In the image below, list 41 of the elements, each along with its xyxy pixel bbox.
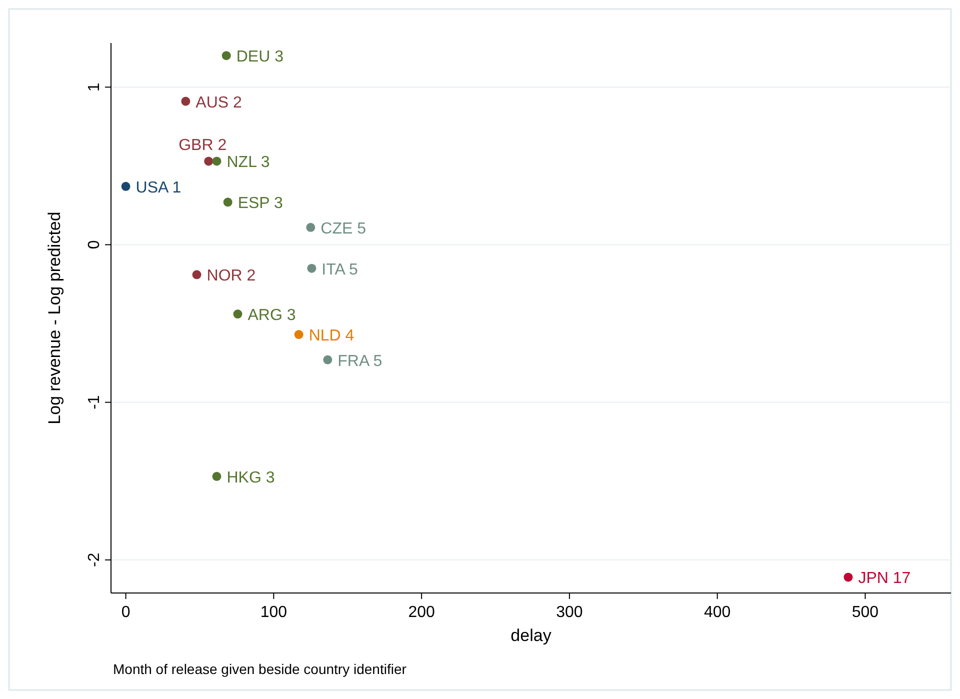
y-tick-label: -1 — [86, 395, 103, 410]
y-tick-label: -2 — [86, 552, 103, 568]
x-tick-label: 200 — [408, 604, 436, 621]
data-label: GBR 2 — [178, 137, 227, 154]
y-tick-label: 0 — [86, 240, 103, 250]
point — [306, 222, 316, 232]
data-label: NZL 3 — [226, 154, 270, 172]
point — [233, 310, 242, 319]
x-axis-title: delay — [510, 626, 552, 645]
data-label: NOR 2 — [206, 268, 256, 285]
data-label: NLD 4 — [308, 328, 354, 345]
data-label: ITA 5 — [322, 261, 358, 278]
point — [212, 156, 222, 166]
point — [294, 330, 304, 340]
data-label: FRA 5 — [338, 352, 382, 370]
point — [181, 96, 190, 106]
x-tick-label: 500 — [852, 604, 879, 621]
point — [307, 264, 316, 273]
x-tick-label: 100 — [260, 604, 288, 621]
data-label: DEU 3 — [236, 48, 284, 66]
point — [844, 572, 853, 582]
point — [223, 198, 232, 207]
y-axis-title: Log revenue - Log predicted — [45, 212, 64, 424]
data-label: ESP 3 — [238, 195, 284, 212]
data-label: ARG 3 — [248, 307, 296, 324]
data-label: HKG 3 — [226, 469, 275, 486]
text: Month of release given beside country identifier — [113, 661, 407, 677]
data-label: CZE 5 — [320, 220, 366, 238]
point — [192, 270, 202, 280]
data-label: JPN 17 — [858, 570, 911, 588]
x-tick-label: 300 — [556, 604, 583, 621]
x-tick-label: 0 — [121, 604, 130, 621]
x-tick-label: 400 — [704, 604, 731, 621]
y-tick-label: 1 — [86, 82, 103, 92]
data-label: AUS 2 — [196, 94, 242, 112]
point — [323, 355, 332, 364]
point — [204, 156, 214, 166]
point — [212, 472, 222, 481]
data-label: USA 1 — [136, 179, 182, 196]
point — [222, 51, 231, 60]
point — [121, 182, 130, 191]
